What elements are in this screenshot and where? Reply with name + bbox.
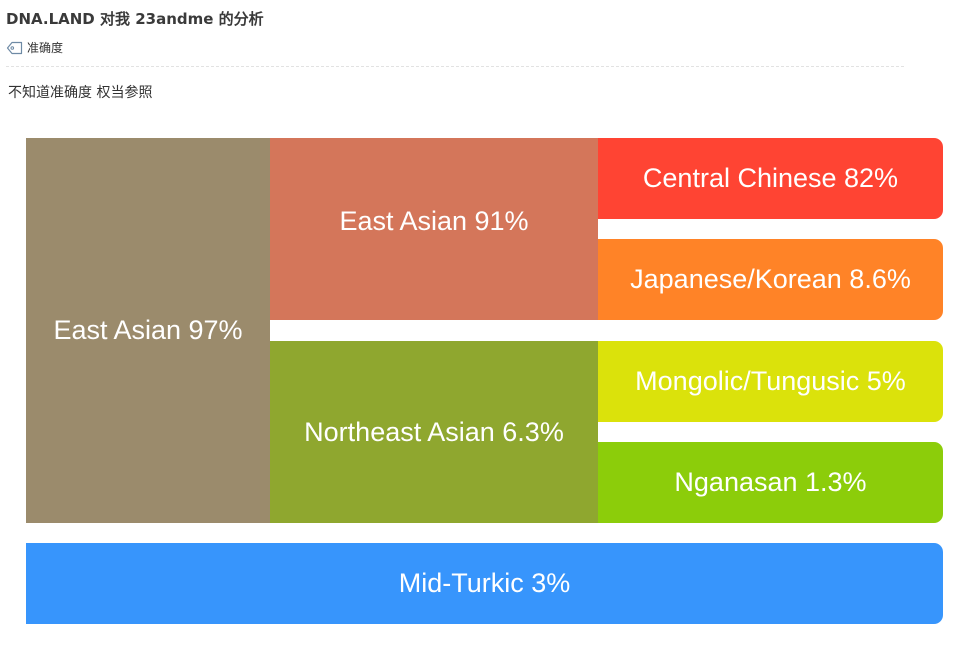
block-east-asian-97: East Asian 97% (26, 138, 270, 523)
block-label: East Asian 97% (53, 315, 243, 345)
block-mongolic-tungusic: Mongolic/Tungusic 5% (598, 341, 943, 422)
post-description: 不知道准确度 权当参照 (8, 85, 153, 101)
block-japanese-korean: Japanese/Korean 8.6% (598, 239, 943, 320)
post-title: DNA.LAND 对我 23andme 的分析 (6, 10, 264, 28)
tag-label[interactable]: 准确度 (27, 40, 64, 55)
block-label: Nganasan 1.3% (674, 467, 867, 497)
block-label: Japanese/Korean 8.6% (630, 264, 911, 294)
block-label: Mid-Turkic 3% (398, 568, 571, 598)
block-mid-turkic: Mid-Turkic 3% (26, 543, 943, 624)
block-central-chinese: Central Chinese 82% (598, 138, 943, 219)
block-label: East Asian 91% (339, 205, 529, 236)
block-label: Central Chinese 82% (642, 163, 899, 193)
block-nganasan: Nganasan 1.3% (598, 442, 943, 523)
tag-link[interactable]: 准确度 (6, 39, 63, 55)
block-label: Mongolic/Tungusic 5% (635, 366, 906, 396)
block-northeast-asian: Northeast Asian 6.3% (270, 341, 598, 523)
block-label: Northeast Asian 6.3% (304, 416, 564, 447)
tag-icon (6, 40, 23, 55)
divider (6, 66, 904, 67)
block-east-asian-91: East Asian 91% (270, 138, 598, 320)
